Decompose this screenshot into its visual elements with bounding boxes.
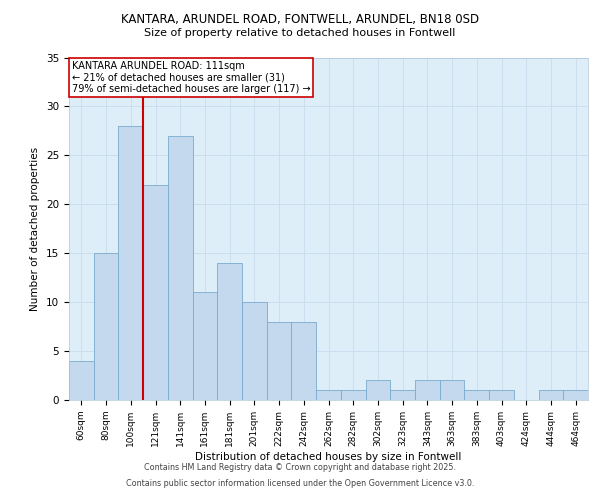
Bar	[193, 292, 217, 400]
Bar	[440, 380, 464, 400]
Bar	[341, 390, 365, 400]
Text: Contains public sector information licensed under the Open Government Licence v3: Contains public sector information licen…	[126, 478, 474, 488]
Bar	[143, 184, 168, 400]
X-axis label: Distribution of detached houses by size in Fontwell: Distribution of detached houses by size …	[196, 452, 461, 462]
Bar	[267, 322, 292, 400]
Bar	[94, 253, 118, 400]
Bar	[415, 380, 440, 400]
Bar	[489, 390, 514, 400]
Bar	[168, 136, 193, 400]
Bar	[316, 390, 341, 400]
Bar	[464, 390, 489, 400]
Text: Contains HM Land Registry data © Crown copyright and database right 2025.: Contains HM Land Registry data © Crown c…	[144, 464, 456, 472]
Y-axis label: Number of detached properties: Number of detached properties	[31, 146, 40, 311]
Bar	[365, 380, 390, 400]
Bar	[563, 390, 588, 400]
Bar	[390, 390, 415, 400]
Bar	[539, 390, 563, 400]
Bar	[118, 126, 143, 400]
Bar	[292, 322, 316, 400]
Bar	[217, 263, 242, 400]
Bar	[69, 361, 94, 400]
Bar	[242, 302, 267, 400]
Text: KANTARA, ARUNDEL ROAD, FONTWELL, ARUNDEL, BN18 0SD: KANTARA, ARUNDEL ROAD, FONTWELL, ARUNDEL…	[121, 12, 479, 26]
Text: Size of property relative to detached houses in Fontwell: Size of property relative to detached ho…	[145, 28, 455, 38]
Text: KANTARA ARUNDEL ROAD: 111sqm
← 21% of detached houses are smaller (31)
79% of se: KANTARA ARUNDEL ROAD: 111sqm ← 21% of de…	[71, 61, 310, 94]
